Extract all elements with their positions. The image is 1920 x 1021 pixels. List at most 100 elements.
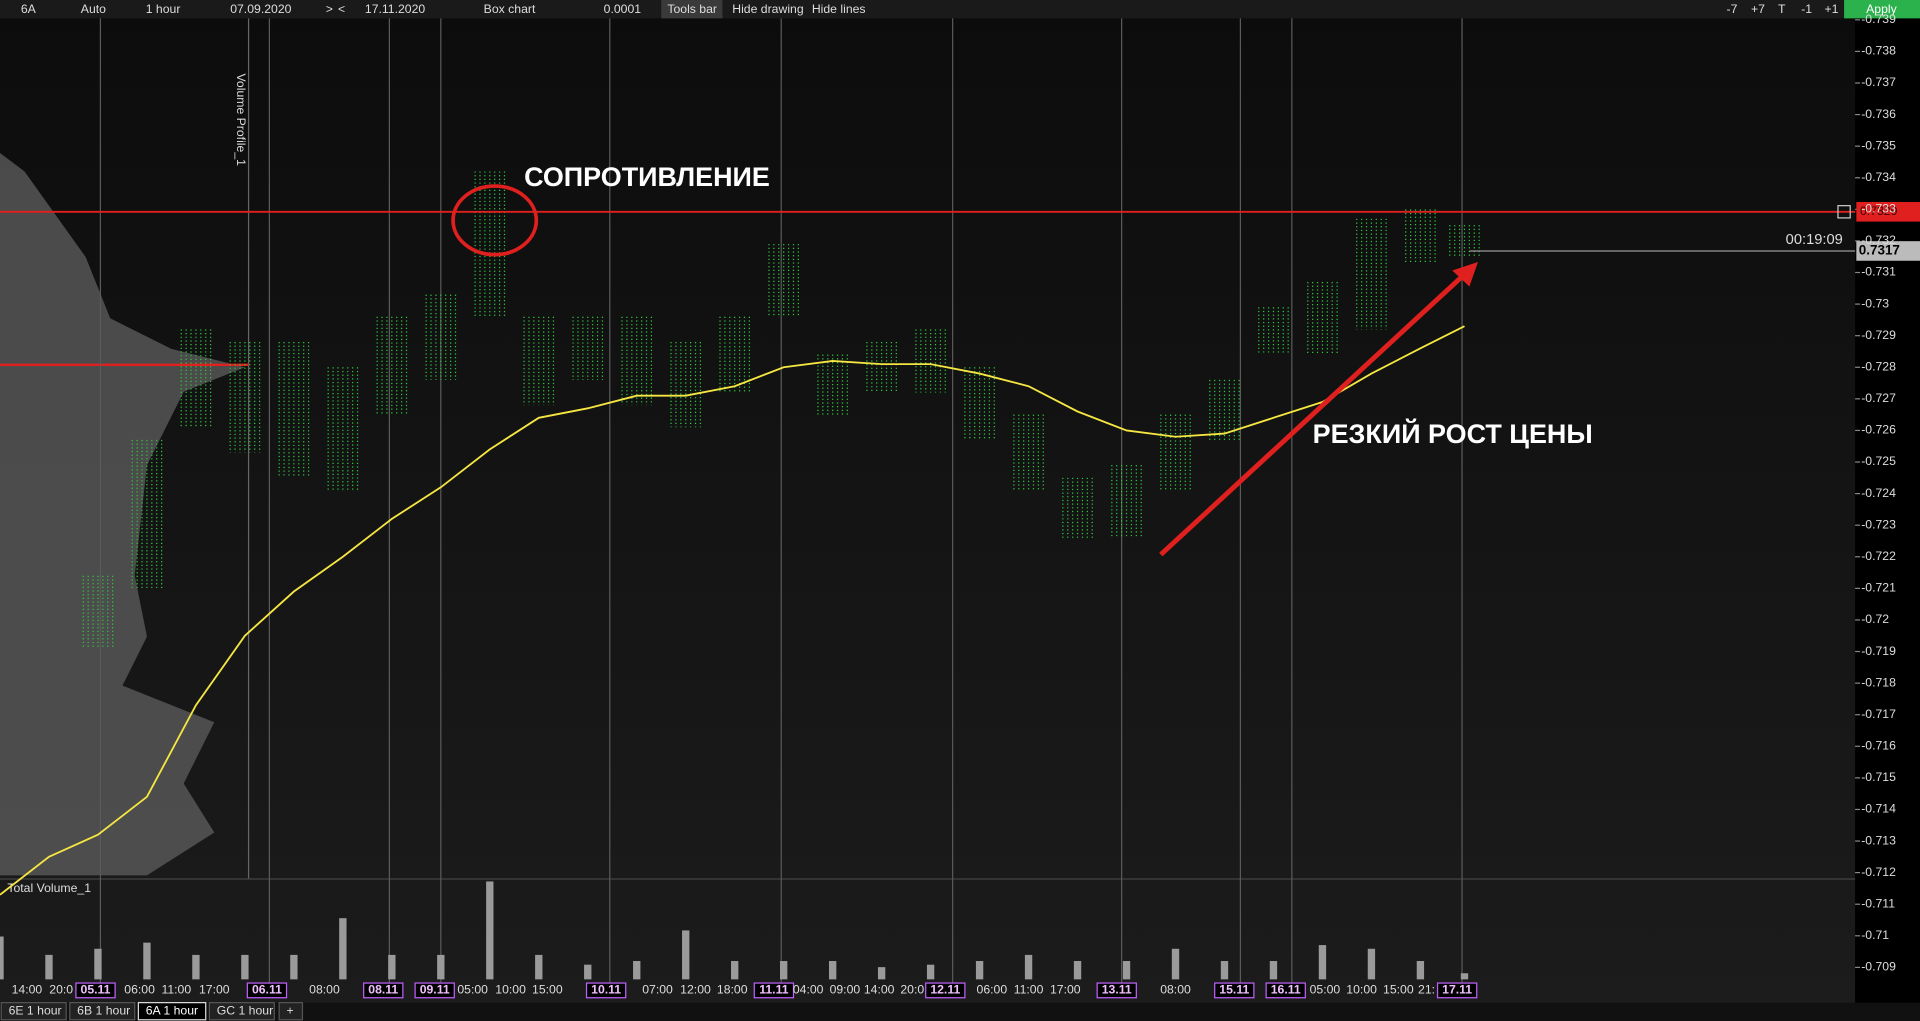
y-tick-label: -0.725 — [1861, 454, 1896, 468]
date-label: 15.11 — [1219, 983, 1249, 997]
y-tick-label: -0.732 — [1861, 233, 1896, 247]
date-highlight — [1214, 982, 1255, 999]
date-from[interactable]: 07.09.2020 — [230, 2, 291, 16]
tab[interactable] — [69, 1002, 136, 1021]
tab[interactable] — [0, 1002, 67, 1021]
x-tick-label: 17:00 — [1050, 983, 1081, 997]
tab-active[interactable] — [137, 1002, 207, 1021]
x-tick-label: 10:00 — [1346, 983, 1377, 997]
date-highlight — [925, 982, 966, 999]
zoom-btn[interactable]: -1 — [1801, 2, 1812, 16]
tick-size[interactable]: 0.0001 — [604, 2, 642, 16]
volume-bar — [1073, 961, 1082, 980]
volume-bar — [682, 930, 690, 980]
apply[interactable]: Apply — [1866, 2, 1897, 16]
next[interactable]: > — [326, 2, 333, 16]
tab-bar — [0, 1002, 1920, 1021]
annotation: СОПРОТИВЛЕНИЕ — [524, 162, 770, 192]
tab-label[interactable]: GC 1 hour — [217, 1003, 273, 1017]
date-label: 10.11 — [591, 983, 621, 997]
x-tick-label: 14:00 — [12, 983, 43, 997]
x-tick-label: 12:00 — [680, 983, 711, 997]
prev[interactable]: < — [338, 2, 345, 16]
volume-bar — [1460, 973, 1469, 980]
date-highlight — [753, 982, 795, 999]
y-tick-label: -0.738 — [1861, 44, 1896, 58]
apply-btn[interactable] — [1844, 0, 1920, 19]
tab-add[interactable] — [278, 1002, 304, 1021]
zoom-btn[interactable]: +7 — [1751, 2, 1765, 16]
scale-mode[interactable]: Auto — [81, 2, 106, 16]
date-highlight — [585, 982, 627, 999]
x-tick-label: 15:00 — [532, 983, 563, 997]
close-line[interactable] — [1837, 205, 1851, 219]
x-tick-label: 17:00 — [199, 983, 230, 997]
chart-type[interactable]: Box chart — [484, 2, 536, 16]
date-label: 11.11 — [759, 983, 788, 997]
hide-lines[interactable]: Hide lines — [812, 2, 866, 16]
y-tick-label: -0.733 — [1861, 202, 1896, 216]
zoom-btn[interactable]: T — [1778, 2, 1786, 16]
date-highlight — [414, 982, 455, 999]
toolbar — [0, 0, 1920, 19]
last-price-tag — [1856, 241, 1920, 261]
volume-bar — [437, 954, 445, 980]
y-tick-label: -0.723 — [1861, 517, 1896, 531]
volume-bar — [926, 964, 935, 980]
last-price: 0.7317 — [1859, 243, 1900, 258]
y-tick-label: -0.73 — [1861, 296, 1889, 310]
pane-label: Total Volume_1 — [7, 881, 91, 895]
x-tick-label: 06:00 — [977, 983, 1008, 997]
y-tick-label: -0.715 — [1861, 770, 1896, 784]
volume-bar — [0, 936, 4, 980]
y-tick-label: -0.714 — [1861, 802, 1896, 816]
date-label: 08.11 — [368, 983, 398, 997]
y-tick-label: -0.727 — [1861, 391, 1896, 405]
volume-bar — [290, 954, 298, 980]
date-highlight — [246, 982, 288, 999]
x-tick-label: 08:00 — [309, 983, 340, 997]
tab[interactable] — [208, 1002, 275, 1021]
x-tick-label: 11:00 — [1014, 983, 1044, 997]
y-tick-label: -0.729 — [1861, 328, 1896, 342]
x-tick-label: 20:0 — [49, 983, 73, 997]
volume-bar — [731, 961, 739, 980]
timeframe[interactable]: 1 hour — [146, 2, 181, 16]
volume-bar — [1318, 945, 1327, 980]
zoom-btn[interactable]: +1 — [1824, 2, 1838, 16]
arrow-head — [1452, 261, 1478, 287]
y-tick-label: -0.72 — [1861, 612, 1889, 626]
date-to[interactable]: 17.11.2020 — [365, 2, 426, 16]
zoom-btn[interactable]: -7 — [1727, 2, 1738, 16]
y-tick-label: -0.726 — [1861, 423, 1896, 437]
volume-bar — [1122, 961, 1131, 980]
toolbar-items: 6A Auto 1 hour 07.09.2020 > < 17.11.2020… — [21, 0, 1920, 19]
tab-label[interactable]: 6E 1 hour — [9, 1003, 62, 1017]
date-highlight — [75, 982, 116, 999]
x-tick-label: 04:00 — [793, 983, 824, 997]
date-label: 13.11 — [1102, 983, 1132, 997]
price-axis-bg — [1855, 18, 1920, 1004]
x-tick-label: 08:00 — [1160, 983, 1191, 997]
tab-label[interactable]: 6A 1 hour — [146, 1003, 198, 1017]
symbol[interactable]: 6A — [21, 2, 37, 16]
y-tick-label: -0.739 — [1861, 12, 1896, 26]
annotation: РЕЗКИЙ РОСТ ЦЕНЫ — [1313, 418, 1593, 449]
arrow — [1159, 273, 1465, 557]
date-highlight — [1096, 982, 1137, 999]
tools-bar[interactable]: Tools bar — [667, 2, 717, 16]
y-tick-label: -0.737 — [1861, 75, 1896, 89]
y-tick-label: -0.736 — [1861, 107, 1896, 121]
date-label: 12.11 — [930, 983, 960, 997]
pane-label: Volume Profile_1 — [234, 73, 248, 166]
volume-bar — [828, 961, 837, 980]
tab-label[interactable]: 6B 1 hour — [77, 1003, 130, 1017]
hide-drawing[interactable]: Hide drawing — [732, 2, 804, 16]
date-label: 09.11 — [420, 983, 450, 997]
tab-label[interactable]: + — [287, 1003, 294, 1017]
date-highlight — [1265, 982, 1306, 999]
volume-bar — [780, 961, 788, 980]
tools-bar-btn[interactable] — [661, 0, 723, 19]
